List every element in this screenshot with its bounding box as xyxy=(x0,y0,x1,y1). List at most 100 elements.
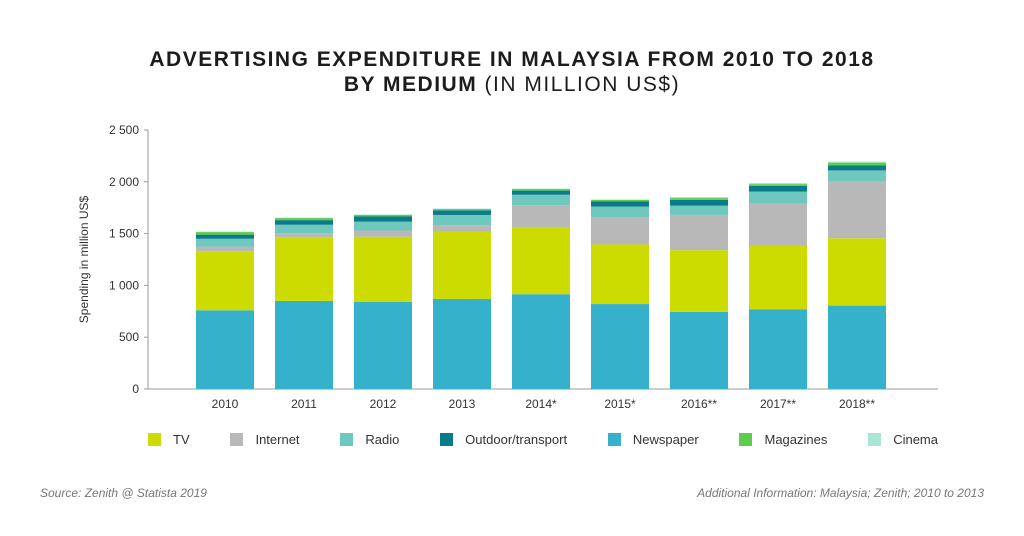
bar-segment-magazines xyxy=(670,198,728,200)
legend-label: Magazines xyxy=(764,432,828,447)
bar-segment-tv xyxy=(433,231,491,299)
bar-segment-cinema xyxy=(196,231,254,233)
x-tick-label: 2013 xyxy=(449,397,476,411)
bar-segment-cinema xyxy=(670,197,728,199)
chart-legend: TV Internet Radio Outdoor/transport Newspape… xyxy=(148,432,938,447)
bar-segment-newspaper xyxy=(670,311,728,389)
bar-segment-radio xyxy=(512,194,570,206)
bar-segment-newspaper xyxy=(196,310,254,389)
bar-segment-magazines xyxy=(591,199,649,202)
bar-segment-cinema xyxy=(275,217,333,219)
bar-segment-magazines xyxy=(275,218,333,221)
bar-segment-newspaper xyxy=(275,300,333,389)
x-tick-label: 2016** xyxy=(681,397,717,411)
legend-item: Radio xyxy=(340,432,399,447)
bar-segment-magazines xyxy=(749,184,807,186)
bar-segment-internet xyxy=(354,230,412,237)
legend-swatch xyxy=(440,433,454,446)
bar-segment-tv xyxy=(196,251,254,311)
legend-label: Radio xyxy=(365,432,400,447)
legend-swatch xyxy=(148,433,161,446)
bar-segment-tv xyxy=(354,236,412,302)
bar-segment-outdoor-transport xyxy=(275,220,333,225)
legend-label: Cinema xyxy=(893,432,938,447)
x-tick-label: 2015* xyxy=(604,397,636,411)
bar-segment-tv xyxy=(591,244,649,305)
bar-segment-radio xyxy=(749,191,807,204)
x-tick-label: 2012 xyxy=(370,397,397,411)
y-axis-label: Spending in million US$ xyxy=(77,195,91,323)
bar-segment-internet xyxy=(196,246,254,252)
bar-segment-tv xyxy=(670,250,728,312)
bar-segment-outdoor-transport xyxy=(512,190,570,195)
x-tick-label: 2011 xyxy=(291,397,317,411)
legend-label: Outdoor/transport xyxy=(465,432,568,447)
legend-swatch xyxy=(340,433,354,446)
bar-segment-magazines xyxy=(828,162,886,166)
bar-segment-magazines xyxy=(354,214,412,217)
y-tick-label: 2 500 xyxy=(109,123,139,137)
bar-segment-radio xyxy=(591,206,649,218)
chart-title-line1: ADVERTISING EXPENDITURE IN MALAYSIA FROM… xyxy=(149,48,875,71)
bar-segment-cinema xyxy=(591,199,649,200)
legend-label: Internet xyxy=(255,432,300,447)
bar-segment-internet xyxy=(670,214,728,251)
chart-title-unit: (IN MILLION US$) xyxy=(477,73,681,96)
source-note: Source: Zenith @ Statista 2019 xyxy=(40,486,207,500)
bar-segment-tv xyxy=(512,227,570,295)
bar-segment-outdoor-transport xyxy=(828,165,886,171)
legend-swatch xyxy=(230,433,244,446)
bar-segment-newspaper xyxy=(512,294,570,389)
legend-item: Cinema xyxy=(868,432,938,447)
bar-segment-magazines xyxy=(433,209,491,211)
bar-segment-internet xyxy=(749,203,807,246)
bar-segment-newspaper xyxy=(591,304,649,389)
bar-segment-outdoor-transport xyxy=(196,234,254,239)
bar-segment-outdoor-transport xyxy=(354,216,412,222)
bar-segment-radio xyxy=(275,224,333,234)
bar-segment-radio xyxy=(828,170,886,182)
legend-item: TV xyxy=(148,432,190,447)
x-tick-label: 2014* xyxy=(525,397,557,411)
bar-segment-radio xyxy=(433,214,491,226)
bar-segment-internet xyxy=(828,181,886,239)
legend-swatch xyxy=(607,433,621,446)
bar-segment-cinema xyxy=(749,183,807,185)
legend-item: Magazines xyxy=(739,432,827,447)
bar-segment-cinema xyxy=(354,214,412,215)
legend-label: Newspaper xyxy=(632,432,699,447)
bar-segment-outdoor-transport xyxy=(749,185,807,192)
bar-segment-radio xyxy=(196,238,254,247)
legend-label: TV xyxy=(173,432,190,447)
bar-segment-cinema xyxy=(512,188,570,190)
bar-segment-tv xyxy=(828,238,886,306)
legend-item: Newspaper xyxy=(607,432,699,447)
bar-segment-newspaper xyxy=(828,305,886,389)
bar-segment-newspaper xyxy=(354,301,412,389)
bar-segment-magazines xyxy=(196,232,254,235)
bar-segment-outdoor-transport xyxy=(591,201,649,207)
y-tick-label: 2 000 xyxy=(109,175,139,189)
bar-segment-internet xyxy=(433,225,491,232)
bar-segment-outdoor-transport xyxy=(670,199,728,206)
bar-segment-internet xyxy=(275,233,333,238)
x-tick-label: 2018** xyxy=(839,397,875,411)
chart-title-line2: BY MEDIUM (IN MILLION US$) xyxy=(0,73,1024,97)
bar-segment-internet xyxy=(512,205,570,228)
legend-item: Outdoor/transport xyxy=(440,432,567,447)
y-tick-label: 500 xyxy=(119,330,139,344)
y-tick-label: 1 500 xyxy=(109,227,139,241)
legend-swatch xyxy=(739,433,753,446)
bar-segment-newspaper xyxy=(749,309,807,389)
x-tick-label: 2017** xyxy=(760,397,796,411)
bar-segment-cinema xyxy=(828,161,886,163)
bar-segment-tv xyxy=(749,245,807,310)
y-tick-label: 1 000 xyxy=(109,278,139,292)
bar-segment-radio xyxy=(354,221,412,231)
additional-info-note: Additional Information: Malaysia; Zenith… xyxy=(697,486,984,500)
bar-segment-outdoor-transport xyxy=(433,210,491,215)
bar-segment-newspaper xyxy=(433,298,491,389)
bar-segment-cinema xyxy=(433,208,491,210)
legend-item: Internet xyxy=(230,432,300,447)
